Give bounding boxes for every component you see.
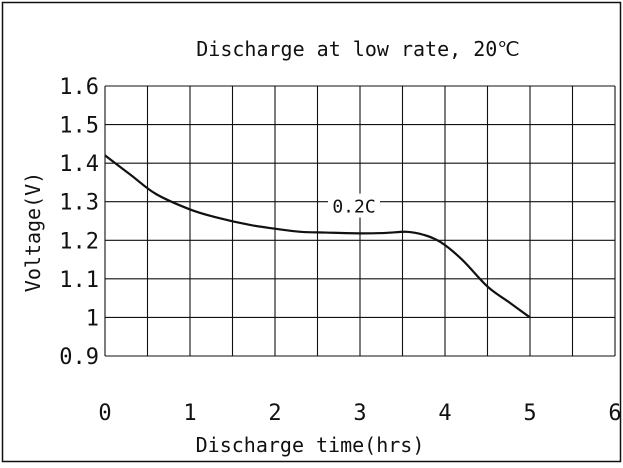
x-tick-label: 3	[353, 401, 366, 426]
y-tick-label: 1.4	[59, 152, 99, 177]
y-tick-label: 1.6	[59, 75, 99, 100]
x-tick-label: 5	[523, 401, 536, 426]
chart-title: Discharge at low rate, 20℃	[196, 37, 520, 61]
series-line-0-2c	[104, 154, 531, 319]
y-tick-label: 1.3	[59, 191, 99, 216]
y-tick-label: 0.9	[59, 345, 99, 370]
x-axis-label: Discharge time(hrs)	[196, 433, 425, 457]
annotation-background	[328, 193, 380, 218]
y-tick-label: 1.1	[59, 268, 99, 293]
x-tick-label: 0	[98, 401, 111, 426]
grid-layer	[104, 85, 616, 357]
tick-labels: 0.9 1 1.1 1.2 1.3 1.4 1.5 1.6 0 1 2 3 4 5 6	[59, 75, 621, 426]
y-tick-label: 1	[86, 306, 99, 331]
x-tick-label: 6	[608, 401, 621, 426]
x-tick-label: 2	[268, 401, 281, 426]
y-axis-label: Voltage(V)	[21, 172, 45, 292]
series-annotation-0-2c: 0.2C	[332, 197, 375, 218]
x-tick-label: 1	[183, 401, 196, 426]
y-tick-label: 1.2	[59, 229, 99, 254]
y-tick-label: 1.5	[59, 114, 99, 139]
x-tick-label: 4	[438, 401, 451, 426]
